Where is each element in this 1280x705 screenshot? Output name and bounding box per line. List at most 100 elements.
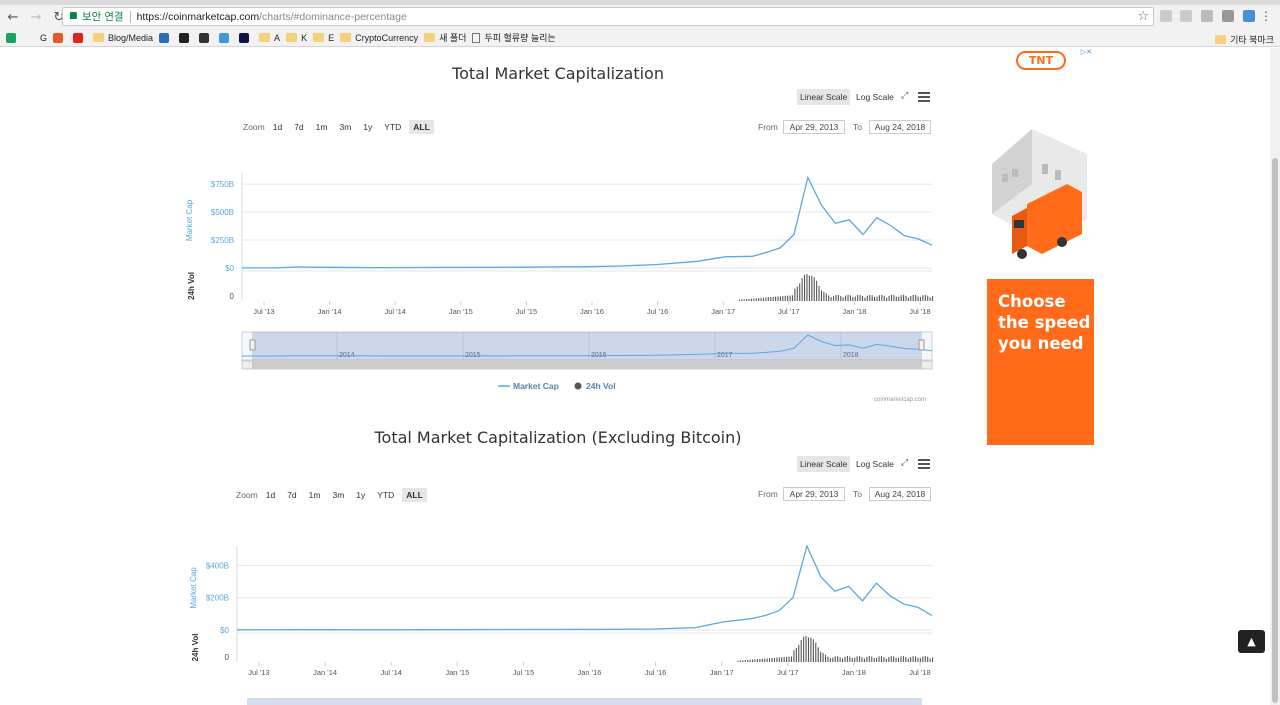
extension-icon[interactable]: [1201, 10, 1213, 22]
bookmark-item[interactable]: 두피 혈류량 늘리는: [472, 31, 556, 44]
extension-icon[interactable]: [1243, 10, 1255, 22]
bookmark-label: G: [40, 32, 48, 43]
browser-menu-icon[interactable]: ⋮: [1260, 9, 1272, 23]
volume-bar: [747, 659, 749, 662]
volume-bar: [893, 656, 895, 662]
bookmark-item[interactable]: A: [259, 33, 280, 43]
volume-bar: [799, 283, 801, 301]
chart-menu-icon[interactable]: [918, 459, 930, 469]
advertisement[interactable]: TNT ▷✕ Choose the speed you need: [987, 48, 1094, 445]
zoom-3m-button[interactable]: 3m: [339, 122, 352, 132]
volume-bar: [917, 296, 919, 301]
fullscreen-icon[interactable]: ⤢: [901, 91, 909, 101]
bookmark-item[interactable]: 새 폴더: [424, 31, 466, 44]
zoom-1d-button[interactable]: 1d: [272, 122, 283, 132]
scroll-to-top-button[interactable]: ▲: [1238, 630, 1265, 653]
back-button[interactable]: ←: [7, 9, 19, 25]
bookmark-label: Blog/Media: [108, 32, 154, 43]
chart2-to-input[interactable]: Aug 24, 2018: [869, 487, 931, 501]
chart-menu-icon[interactable]: [918, 92, 930, 102]
bookmark-item[interactable]: [239, 32, 253, 43]
y-tick-label: $500B: [211, 208, 234, 217]
x-tick-label: Jan '14: [313, 668, 337, 677]
volume-bar: [761, 658, 763, 662]
market-cap-line: [236, 544, 933, 631]
bookmark-label: A: [274, 32, 281, 43]
zoom-1m-button[interactable]: 1m: [315, 122, 328, 132]
bookmark-label: E: [328, 32, 335, 43]
forward-button[interactable]: →: [30, 9, 42, 25]
chart1-credit: coinmarketcap.com: [874, 397, 927, 403]
chart1-title: Total Market Capitalization: [452, 64, 664, 83]
volume-bar: [859, 656, 861, 662]
volume-bar: [888, 657, 890, 662]
fullscreen-icon[interactable]: ⤢: [901, 458, 909, 468]
zoom-label: Zoom: [236, 490, 258, 500]
chart2-linear-scale-button[interactable]: Linear Scale: [797, 456, 851, 472]
legend-market-cap-label: Market Cap: [513, 381, 559, 391]
bookmark-item[interactable]: E: [313, 33, 334, 43]
url-path: /charts/#dominance-percentage: [259, 10, 407, 23]
zoom-ytd-button[interactable]: YTD: [377, 490, 395, 500]
zoom-all-button[interactable]: ALL: [409, 120, 434, 134]
zoom-1y-button[interactable]: 1y: [356, 490, 366, 500]
ad-banner[interactable]: Choose the speed you need: [987, 279, 1094, 445]
zoom-1d-button[interactable]: 1d: [265, 490, 276, 500]
address-bar[interactable]: ■ 보안 연결 https://coinmarketcap.com /chart…: [62, 7, 1154, 26]
y-tick-label: $750B: [211, 180, 234, 189]
bookmark-item[interactable]: [159, 32, 173, 43]
ad-close-icon[interactable]: ▷✕: [1080, 49, 1092, 56]
bookmark-item[interactable]: [73, 32, 87, 43]
chart2-log-scale-button[interactable]: Log Scale: [856, 459, 894, 469]
extension-icon[interactable]: [1180, 10, 1192, 22]
volume-bar: [803, 636, 805, 662]
chart2-from-input[interactable]: Apr 29, 2013: [783, 487, 845, 501]
bookmark-item[interactable]: [199, 32, 213, 43]
zoom-1y-button[interactable]: 1y: [363, 122, 373, 132]
navigator-label: 2017: [717, 352, 733, 359]
zoom-7d-button[interactable]: 7d: [294, 122, 304, 132]
bookmark-item[interactable]: CryptoCurrency: [340, 33, 418, 43]
folder-icon: [424, 33, 436, 42]
volume-bar: [744, 660, 746, 662]
x-tick-label: Jul '17: [777, 668, 798, 677]
volume-bar: [897, 657, 900, 662]
bookmark-item[interactable]: K: [286, 33, 307, 43]
volume-bar: [846, 656, 848, 662]
volume-bar: [766, 658, 768, 662]
zoom-3m-button[interactable]: 3m: [332, 490, 345, 500]
chart1-linear-scale-button[interactable]: Linear Scale: [797, 89, 851, 105]
zoom-1m-button[interactable]: 1m: [308, 490, 321, 500]
x-tick-label: Jul '17: [778, 307, 799, 316]
reload-button[interactable]: ↻: [53, 9, 65, 25]
volume-bar: [790, 656, 793, 662]
chart1-from-input[interactable]: Apr 29, 2013: [783, 120, 845, 134]
bookmark-item[interactable]: G: [26, 33, 47, 43]
other-bookmarks[interactable]: 기타 북마크: [1215, 33, 1274, 46]
volume-bar: [878, 656, 880, 662]
site-favicon-icon: [179, 32, 190, 43]
volume-bar: [841, 658, 844, 662]
extension-icon[interactable]: [1160, 10, 1172, 22]
scrollbar-thumb[interactable]: [1272, 158, 1278, 703]
chart1-log-scale-button[interactable]: Log Scale: [856, 92, 894, 102]
extension-icon[interactable]: [1222, 10, 1234, 22]
volume-bar: [753, 298, 755, 301]
volume-bar: [808, 275, 810, 301]
y-tick-label: $400B: [206, 561, 229, 570]
zoom-7d-button[interactable]: 7d: [287, 490, 297, 500]
legend-volume-label: 24h Vol: [586, 381, 616, 391]
bookmark-item[interactable]: Blog/Media: [93, 33, 153, 43]
page-scrollbar[interactable]: [1270, 48, 1280, 705]
bookmark-item[interactable]: [179, 32, 193, 43]
url-host: https://coinmarketcap.com: [136, 10, 260, 23]
bookmark-star-icon[interactable]: ☆: [1137, 9, 1149, 24]
volume-bar: [820, 651, 822, 662]
zoom-ytd-button[interactable]: YTD: [384, 122, 402, 132]
bookmark-item[interactable]: [219, 32, 233, 43]
chart1-to-input[interactable]: Aug 24, 2018: [869, 120, 931, 134]
bookmark-item[interactable]: [53, 32, 67, 43]
volume-bar: [760, 297, 762, 301]
zoom-all-button[interactable]: ALL: [402, 488, 427, 502]
bookmark-item[interactable]: [6, 32, 20, 43]
